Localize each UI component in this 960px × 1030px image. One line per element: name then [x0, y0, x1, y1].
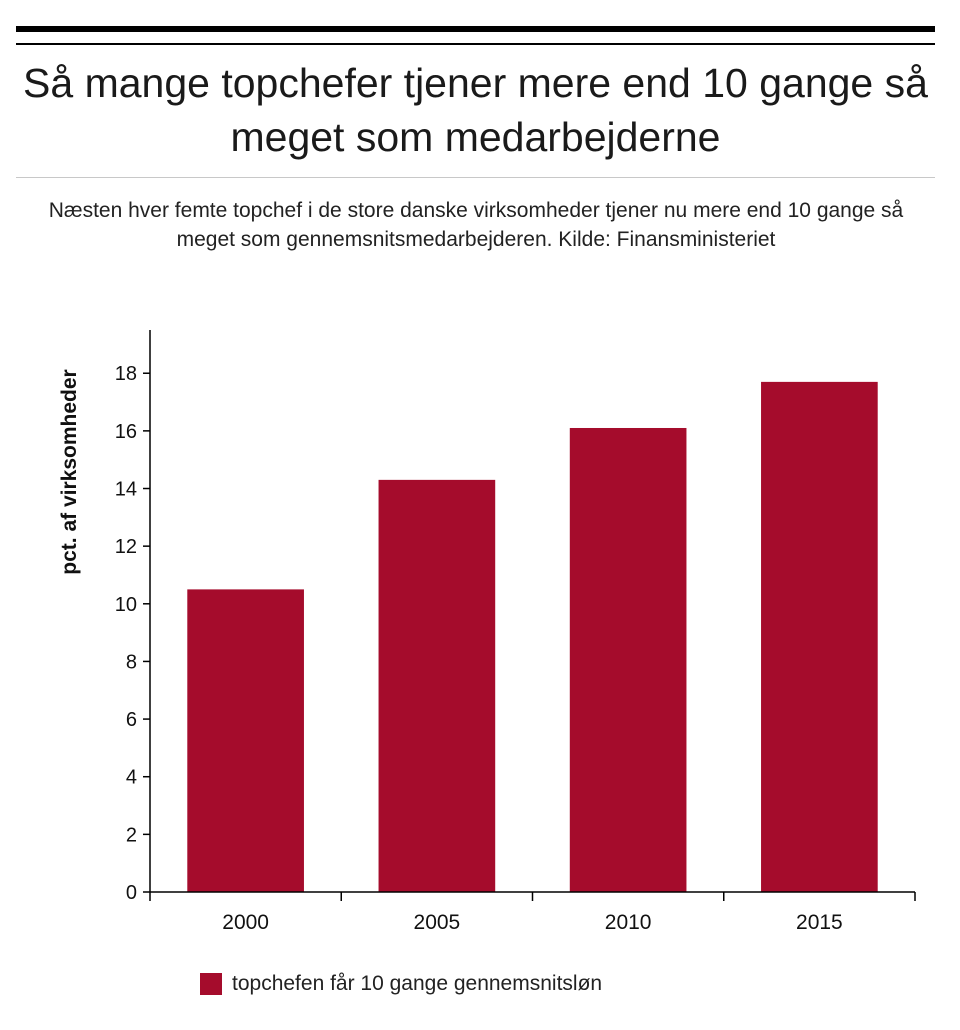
- y-tick-label: 10: [115, 594, 137, 616]
- x-tick-label: 2015: [796, 911, 843, 934]
- y-tick-label: 16: [115, 421, 137, 443]
- x-axis-ticks: 2000 2005 2010 2015: [149, 892, 916, 934]
- bar-2000: [187, 589, 304, 892]
- legend-swatch: [200, 973, 222, 995]
- y-tick-label: 14: [115, 479, 137, 501]
- bars: [187, 381, 878, 892]
- x-tick-label: 2000: [222, 911, 269, 934]
- y-tick-label: 12: [115, 536, 137, 558]
- y-tick-label: 6: [126, 709, 137, 731]
- legend-label: topchefen får 10 gange gennemsnitsløn: [232, 972, 603, 995]
- bar-2010: [569, 427, 687, 892]
- legend: topchefen får 10 gange gennemsnitsløn: [200, 972, 602, 996]
- chart-subtitle: Næsten hver femte topchef i de store dan…: [48, 199, 904, 251]
- bar-2005: [378, 479, 496, 892]
- top-rule-thick: [16, 26, 935, 32]
- top-rule-thin: [16, 43, 935, 45]
- y-tick-label: 18: [115, 363, 137, 385]
- y-axis-ticks: 0 2 4 6 8 10 12 14 16 18: [115, 363, 150, 904]
- chart-title: Så mange topchefer tjener mere end 10 ga…: [23, 60, 928, 160]
- bar-2015: [761, 381, 878, 892]
- y-tick-label: 8: [126, 651, 137, 673]
- x-tick-label: 2005: [414, 911, 461, 934]
- y-axis-label: pct. af virksomheder: [58, 369, 81, 574]
- y-tick-label: 0: [126, 882, 137, 904]
- x-tick-label: 2010: [605, 911, 652, 934]
- y-tick-label: 2: [126, 824, 137, 846]
- y-tick-label: 4: [126, 767, 137, 789]
- title-divider: [16, 177, 935, 178]
